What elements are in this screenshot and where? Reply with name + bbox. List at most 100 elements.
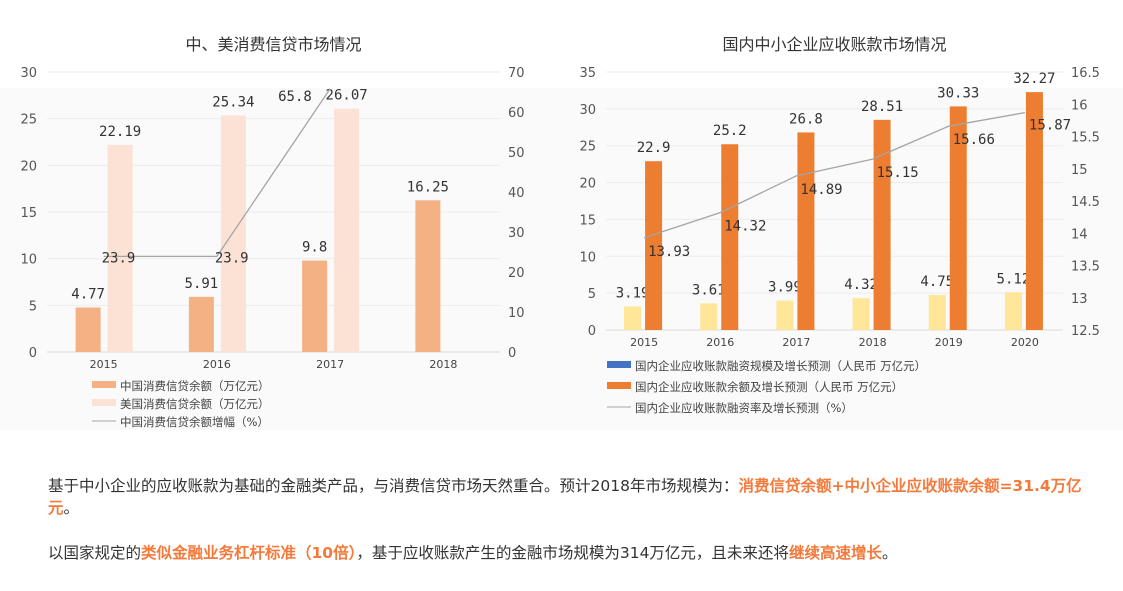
bar [624, 306, 642, 330]
consumer-credit-chart: 中、美消费信贷市场情况 0 5 10 15 20 25 30 0 10 20 30 40 50 60 70 20… [20, 35, 525, 429]
bar [107, 144, 133, 352]
left-axis-tick: 35 [579, 66, 596, 81]
right-axis-tick: 40 [508, 186, 525, 201]
right-axis-tick: 13.5 [1071, 260, 1100, 275]
data-label: 25.34 [212, 94, 254, 110]
data-label: 5.91 [185, 276, 219, 292]
right-axis-tick: 20 [508, 266, 525, 281]
data-label: 3.61 [692, 282, 726, 298]
line-data-label: 15.87 [1029, 118, 1071, 134]
text: 。 [881, 544, 898, 562]
line-data-label: 65.8 [278, 89, 312, 105]
right-axis-tick: 0 [508, 346, 516, 361]
x-axis-label: 2017 [782, 336, 810, 349]
line-series [103, 88, 331, 258]
bar [188, 296, 214, 352]
data-label: 28.51 [861, 99, 903, 115]
data-label: 9.8 [302, 240, 327, 256]
text: 。 [63, 499, 80, 517]
bar [415, 200, 441, 352]
legend-swatch [92, 381, 116, 388]
left-axis-tick: 10 [20, 253, 37, 268]
bar [75, 307, 101, 352]
data-label: 22.19 [99, 124, 141, 140]
legend-swatch [607, 361, 631, 368]
line-data-label: 13.93 [648, 244, 690, 260]
left-axis-tick: 25 [20, 113, 37, 128]
data-label: 16.25 [407, 179, 449, 195]
data-label: 3.19 [616, 285, 650, 301]
left-axis-tick: 30 [20, 66, 37, 81]
left-axis-tick: 0 [29, 346, 37, 361]
x-axis-label: 2019 [935, 336, 963, 349]
bar [700, 303, 718, 330]
paragraph-2: 以国家规定的类似金融业务杠杆标准（10倍），基于应收账款产生的金融市场规模为31… [48, 542, 897, 564]
bar [334, 108, 360, 353]
bar [949, 106, 967, 331]
legend-label: 美国消费信贷余额（万亿元） [120, 397, 270, 411]
line-series [643, 111, 1026, 239]
left-axis-tick: 10 [579, 250, 596, 265]
x-axis-label: 2015 [630, 336, 658, 349]
bar [220, 115, 246, 352]
highlight-text: 类似金融业务杠杆标准（10倍） [141, 544, 357, 562]
data-label: 4.75 [920, 274, 954, 290]
right-axis-tick: 70 [508, 66, 525, 81]
data-label: 32.27 [1013, 71, 1055, 87]
bar [721, 144, 739, 330]
paragraph-1: 基于中小企业的应收账款为基础的金融类产品，与消费信贷市场天然重合。预计2018年… [48, 475, 1098, 519]
legend-label: 中国消费信贷余额增幅（%） [120, 415, 269, 429]
data-label: 25.2 [713, 123, 747, 139]
text: 以国家规定的 [48, 544, 142, 562]
legend-label: 国内企业应收账款融资率及增长预测（%） [635, 401, 853, 415]
right-axis-tick: 15.5 [1071, 131, 1100, 146]
legend-label: 国内企业应收账款余额及增长预测（人民币 万亿元） [635, 380, 903, 394]
right-axis-tick: 13 [1071, 292, 1088, 307]
x-axis-label: 2018 [859, 336, 887, 349]
bar [873, 119, 891, 330]
data-label: 4.32 [844, 277, 878, 293]
highlight-text: 消费信贷余额+中小企业应收账款余额=31.4万亿元 [48, 477, 1082, 517]
right-axis-tick: 15 [1071, 163, 1088, 178]
text: ，基于应收账款产生的金融市场规模为314万亿元，且未来还将 [356, 544, 789, 562]
chart-title: 国内中小企业应收账款市场情况 [722, 35, 946, 54]
bar [1004, 292, 1022, 330]
line-data-label: 15.66 [953, 132, 995, 148]
left-axis-tick: 15 [20, 206, 37, 221]
left-axis-tick: 5 [29, 299, 37, 314]
x-axis-label: 2015 [90, 358, 118, 371]
right-axis-tick: 12.5 [1071, 324, 1100, 339]
line-data-label: 14.32 [724, 219, 766, 235]
left-axis-tick: 0 [588, 324, 596, 339]
left-axis-tick: 20 [579, 177, 596, 192]
data-label: 5.12 [997, 271, 1031, 287]
legend-swatch [607, 382, 631, 389]
right-axis-tick: 10 [508, 306, 525, 321]
legend-swatch [92, 399, 116, 406]
bar [852, 298, 870, 330]
right-axis-tick: 30 [508, 226, 525, 241]
left-axis-tick: 30 [579, 103, 596, 118]
right-axis-tick: 14.5 [1071, 195, 1100, 210]
x-axis-label: 2020 [1011, 336, 1039, 349]
data-label: 26.8 [789, 111, 823, 127]
right-axis-tick: 14 [1071, 227, 1088, 242]
bar [1025, 92, 1043, 331]
bar [302, 260, 328, 352]
line-data-label: 23.9 [215, 250, 249, 266]
text: 基于中小企业的应收账款为基础的金融类产品，与消费信贷市场天然重合。预计2018年… [48, 477, 739, 495]
right-axis-tick: 50 [508, 146, 525, 161]
data-label: 4.77 [71, 286, 105, 302]
x-axis-label: 2016 [203, 358, 231, 371]
legend-label: 国内企业应收账款融资规模及增长预测（人民币 万亿元） [635, 359, 926, 373]
right-axis-tick: 60 [508, 106, 525, 121]
data-label: 30.33 [937, 85, 979, 101]
highlight-text: 继续高速增长 [788, 544, 882, 562]
left-axis-tick: 20 [20, 159, 37, 174]
right-axis-tick: 16.5 [1071, 66, 1100, 81]
x-axis-label: 2017 [316, 358, 344, 371]
bar [797, 132, 815, 330]
bar [776, 300, 794, 330]
data-label: 3.99 [768, 280, 802, 296]
legend-label: 中国消费信贷余额（万亿元） [120, 379, 270, 393]
